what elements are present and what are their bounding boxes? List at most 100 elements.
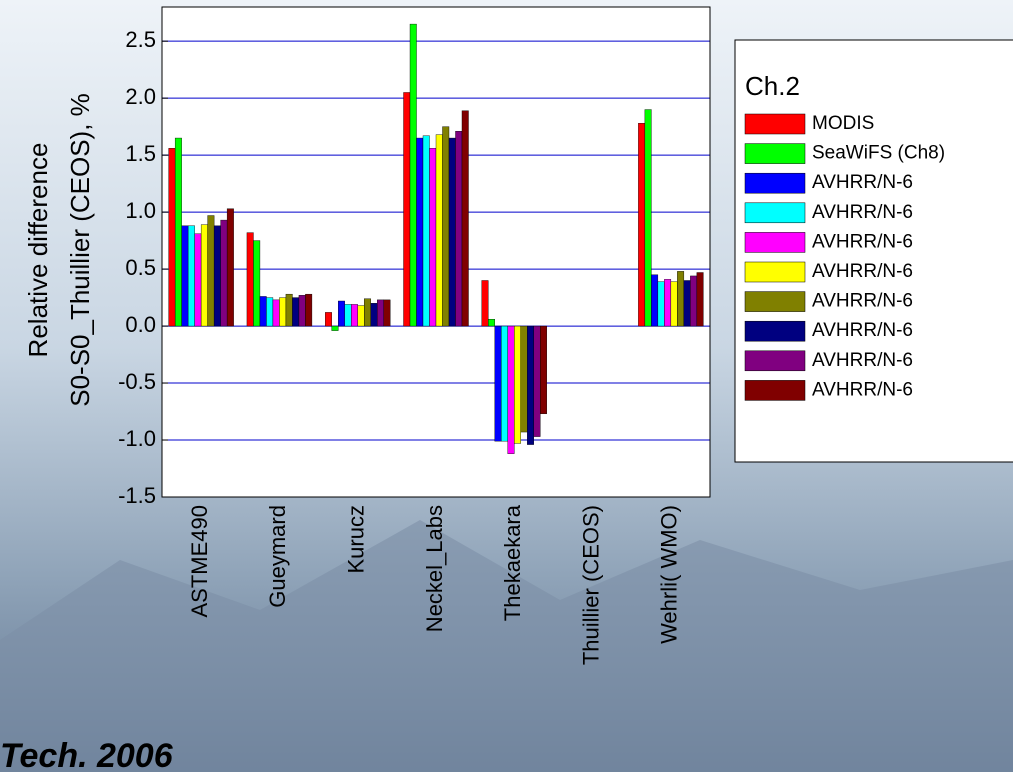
x-tick-label: Kurucz (344, 505, 369, 573)
bar (664, 279, 672, 327)
legend-label: SeaWiFS (Ch8) (812, 143, 945, 164)
x-tick-label: Wehrli( WMO) (657, 505, 682, 644)
bar (533, 325, 541, 437)
bar (357, 305, 365, 327)
bar (338, 300, 345, 327)
bar (344, 304, 352, 327)
bar (690, 275, 698, 327)
bar (351, 304, 358, 327)
bar (422, 135, 430, 327)
y-axis-label: S0-S0_Thuillier (CEOS), % (65, 93, 95, 407)
bar (259, 296, 267, 327)
x-tick-label: Gueymard (265, 505, 290, 608)
bar (325, 312, 332, 327)
legend-label: MODIS (812, 113, 874, 134)
bar (683, 280, 691, 327)
bar (194, 233, 202, 327)
bar (696, 272, 704, 327)
legend-swatch (744, 320, 806, 342)
bar (246, 232, 254, 327)
bar (279, 297, 287, 327)
bar (272, 299, 280, 327)
legend-label: AVHRR/N-6 (812, 291, 913, 312)
bar (670, 281, 678, 327)
legend-swatch (744, 291, 806, 312)
y-axis-label: Relative difference (23, 143, 53, 358)
y-tick-label: 2.5 (125, 27, 156, 52)
bar (298, 295, 306, 327)
legend-label: AVHRR/N-6 (812, 172, 913, 193)
y-tick-label: -0.5 (118, 369, 156, 394)
bar (481, 280, 489, 327)
bar (364, 298, 371, 327)
y-tick-label: 1.0 (125, 198, 156, 223)
bar (285, 293, 293, 327)
legend-label: AVHRR/N-6 (812, 379, 913, 400)
bar (429, 148, 437, 327)
bar (494, 325, 502, 442)
legend-label: AVHRR/N-6 (812, 350, 913, 371)
legend-swatch (744, 350, 806, 372)
x-tick-label: ASTME490 (187, 505, 212, 618)
legend-swatch (744, 380, 806, 401)
bar (220, 219, 228, 327)
bar (292, 297, 300, 327)
bar (174, 137, 182, 327)
footer-text: Tech. 2006 (0, 737, 174, 772)
bar (207, 215, 215, 327)
legend-swatch (744, 143, 806, 164)
bar (305, 293, 313, 327)
legend-label: AVHRR/N-6 (812, 231, 913, 252)
x-tick-label: Neckel_Labs (422, 505, 447, 632)
y-tick-label: 0.5 (125, 255, 156, 280)
bar (520, 325, 528, 433)
legend-swatch (744, 261, 806, 283)
legend-swatch (744, 232, 806, 253)
legend-label: AVHRR/N-6 (812, 261, 913, 282)
bar (370, 303, 378, 327)
bar (213, 225, 221, 327)
bar (501, 325, 508, 442)
bar (540, 325, 547, 415)
bar (403, 92, 411, 327)
bar (377, 299, 384, 327)
bar (331, 325, 339, 331)
legend-swatch (744, 172, 806, 194)
legend-title: Ch.2 (745, 71, 800, 101)
bar (435, 134, 443, 327)
bar (442, 126, 450, 327)
bar (409, 23, 417, 327)
bar (638, 123, 646, 327)
bar (226, 208, 234, 327)
bar (657, 281, 665, 327)
bar (644, 109, 652, 327)
x-tick-label: Thuillier (CEOS) (578, 505, 603, 665)
bar (181, 225, 189, 327)
y-tick-label: 2.0 (125, 84, 156, 109)
bar (383, 299, 391, 327)
bar (455, 131, 463, 327)
bar (253, 240, 261, 327)
legend-label: AVHRR/N-6 (812, 202, 913, 223)
bar (416, 137, 424, 327)
mountains (0, 520, 1013, 772)
bar (448, 137, 456, 327)
y-tick-label: -1.5 (118, 483, 156, 508)
legend-swatch (744, 113, 806, 135)
legend-label: AVHRR/N-6 (812, 320, 913, 341)
bar (200, 224, 208, 327)
bar (168, 148, 176, 327)
bar (527, 325, 534, 445)
y-tick-label: 1.5 (125, 141, 156, 166)
y-tick-label: -1.0 (118, 426, 156, 451)
bar (651, 274, 659, 327)
plot-frame (161, 6, 711, 498)
x-tick-label: Thekaekara (500, 504, 525, 621)
bar (507, 325, 515, 454)
legend-swatch (744, 202, 806, 224)
bar (514, 325, 521, 444)
bar (488, 319, 495, 327)
bar (461, 110, 469, 327)
y-tick-label: 0.0 (125, 312, 156, 337)
